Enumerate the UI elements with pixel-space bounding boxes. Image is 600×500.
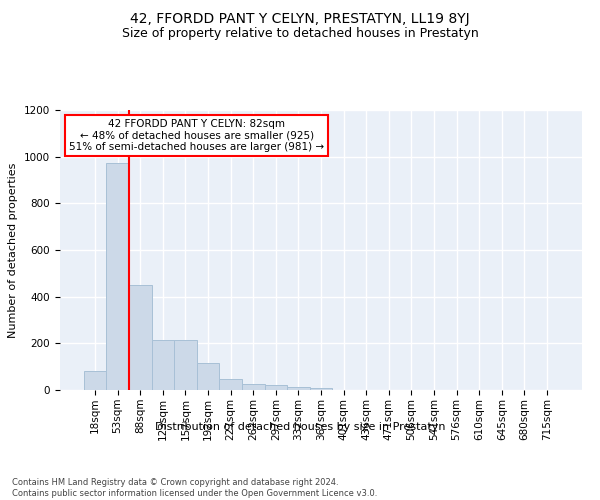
Text: Size of property relative to detached houses in Prestatyn: Size of property relative to detached ho… <box>122 28 478 40</box>
Text: 42, FFORDD PANT Y CELYN, PRESTATYN, LL19 8YJ: 42, FFORDD PANT Y CELYN, PRESTATYN, LL19… <box>130 12 470 26</box>
Bar <box>197 363 220 390</box>
Bar <box>310 388 332 390</box>
Y-axis label: Number of detached properties: Number of detached properties <box>8 162 19 338</box>
Text: Distribution of detached houses by size in Prestatyn: Distribution of detached houses by size … <box>155 422 445 432</box>
Bar <box>84 372 106 390</box>
Bar <box>242 384 265 390</box>
Bar <box>220 379 242 390</box>
Text: Contains HM Land Registry data © Crown copyright and database right 2024.
Contai: Contains HM Land Registry data © Crown c… <box>12 478 377 498</box>
Bar <box>129 285 152 390</box>
Bar <box>287 386 310 390</box>
Bar <box>152 340 174 390</box>
Bar <box>265 385 287 390</box>
Bar <box>174 340 197 390</box>
Text: 42 FFORDD PANT Y CELYN: 82sqm
← 48% of detached houses are smaller (925)
51% of : 42 FFORDD PANT Y CELYN: 82sqm ← 48% of d… <box>69 119 324 152</box>
Bar <box>106 162 129 390</box>
